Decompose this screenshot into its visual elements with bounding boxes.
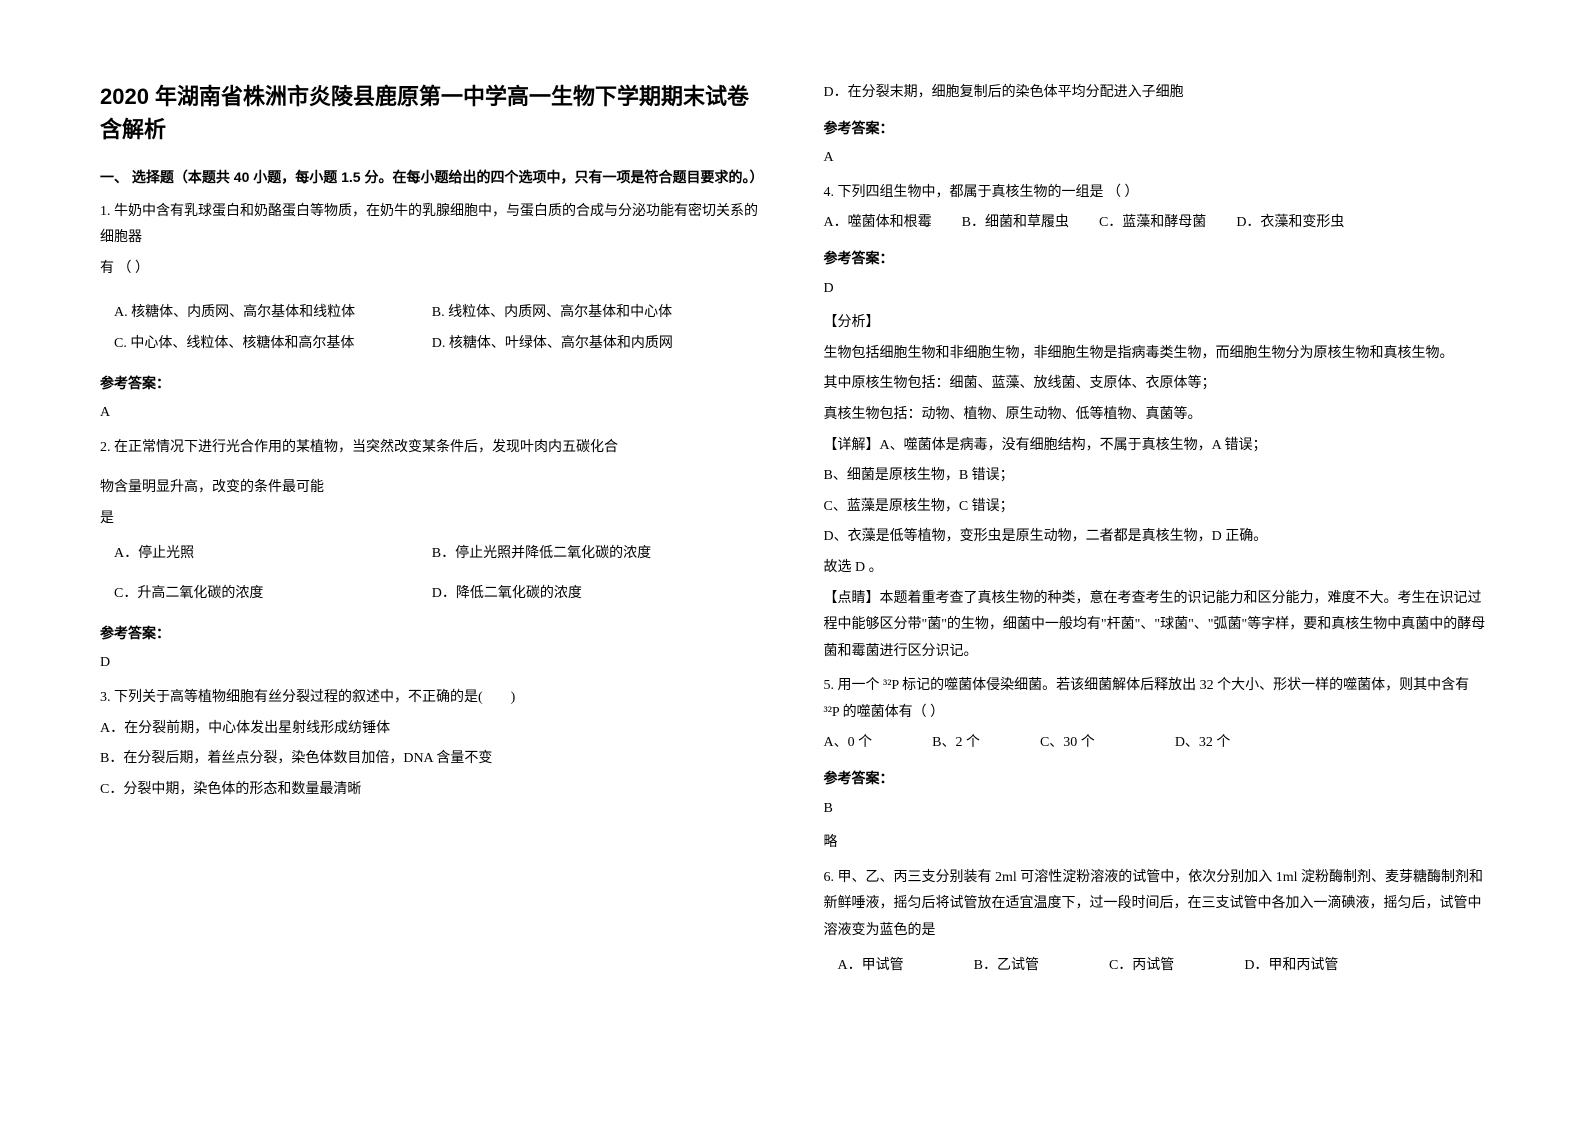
q1-option-a: A. 核糖体、内质网、高尔基体和线粒体 [100,300,432,327]
q3-option-a: A．在分裂前期，中心体发出星射线形成纺锤体 [100,716,764,743]
answer-label: 参考答案： [100,370,764,397]
answer-label: 参考答案： [824,765,1488,792]
q2-options-row2: C．升高二氧化碳的浓度 D．降低二氧化碳的浓度 [100,581,764,612]
spacer [100,290,764,300]
q6-stem: 6. 甲、乙、丙三支分别装有 2ml 可溶性淀粉溶液的试管中，依次分别加入 1m… [824,865,1488,945]
q2-stem-line2: 物含量明显升高，改变的条件最可能 [100,475,764,502]
q4-stem: 4. 下列四组生物中，都属于真核生物的一组是 （ ） [824,180,1488,207]
q4-detail-b: B、细菌是原核生物，B 错误； [824,463,1488,490]
q1-options: A. 核糖体、内质网、高尔基体和线粒体 B. 线粒体、内质网、高尔基体和中心体 [100,300,764,331]
q5-option-c: C、30 个 [1040,730,1095,757]
q4-analysis-2: 其中原核生物包括：细菌、蓝藻、放线菌、支原体、衣原体等； [824,371,1488,398]
q3-stem: 3. 下列关于高等植物细胞有丝分裂过程的叙述中，不正确的是( ) [100,685,764,712]
q4-analysis-label: 【分析】 [824,310,1488,337]
spacer [100,465,764,475]
q5-option-a: A、0 个 [824,730,873,757]
q5-option-b: B、2 个 [932,730,980,757]
q4-analysis-3: 真核生物包括：动物、植物、原生动物、低等植物、真菌等。 [824,402,1488,429]
q1-options-row2: C. 中心体、线粒体、核糖体和高尔基体 D. 核糖体、叶绿体、高尔基体和内质网 [100,331,764,362]
left-column: 2020 年湖南省株洲市炎陵县鹿原第一中学高一生物下学期期末试卷含解析 一、 选… [100,80,764,983]
q4-detail-label: 【详解】 [824,438,880,453]
q5-stem: 5. 用一个 ³²P 标记的噬菌体侵染细菌。若该细菌解体后释放出 32 个大小、… [824,673,1488,726]
q4-detail-a-text: A、噬菌体是病毒，没有细胞结构，不属于真核生物，A 错误； [880,438,1267,453]
q6-option-b: B．乙试管 [974,953,1039,980]
q4-option-d: D．衣藻和变形虫 [1236,210,1344,237]
q3-option-c: C．分裂中期，染色体的形态和数量最清晰 [100,777,764,804]
q2-answer: D [100,650,764,677]
right-column: D．在分裂末期，细胞复制后的染色体平均分配进入子细胞 参考答案： A 4. 下列… [824,80,1488,983]
q2-option-d: D．降低二氧化碳的浓度 [432,581,764,608]
q4-hint-label: 【点睛】 [824,591,880,606]
q4-option-a: A．噬菌体和根霉 [824,210,932,237]
q6-option-a: A．甲试管 [824,953,904,980]
q3-option-d: D．在分裂末期，细胞复制后的染色体平均分配进入子细胞 [824,80,1488,107]
q4-options: A．噬菌体和根霉 B．细菌和草履虫 C．蓝藻和酵母菌 D．衣藻和变形虫 [824,210,1488,237]
q2-option-a: A．停止光照 [100,541,432,568]
answer-label: 参考答案： [824,115,1488,142]
q2-option-b: B．停止光照并降低二氧化碳的浓度 [432,541,764,568]
answer-label: 参考答案： [824,245,1488,272]
q4-detail-d: D、衣藻是低等植物，变形虫是原生动物，二者都是真核生物，D 正确。 [824,524,1488,551]
q4-detail-a: 【详解】A、噬菌体是病毒，没有细胞结构，不属于真核生物，A 错误； [824,433,1488,460]
q1-option-b: B. 线粒体、内质网、高尔基体和中心体 [432,300,764,327]
q1-option-c: C. 中心体、线粒体、核糖体和高尔基体 [100,331,432,358]
q4-detail-e: 故选 D 。 [824,555,1488,582]
doc-title: 2020 年湖南省株洲市炎陵县鹿原第一中学高一生物下学期期末试卷含解析 [100,80,764,146]
q5-note: 略 [824,830,1488,857]
q3-option-b: B．在分裂后期，着丝点分裂，染色体数目加倍，DNA 含量不变 [100,746,764,773]
q2-options-row1: A．停止光照 B．停止光照并降低二氧化碳的浓度 [100,541,764,572]
q1-stem-line2: 有 （ ） [100,256,764,283]
q4-answer: D [824,276,1488,303]
q4-hint-text: 本题着重考查了真核生物的种类，意在考查考生的识记能力和区分能力，难度不大。考生在… [824,591,1486,659]
q5-options: A、0 个 B、2 个 C、30 个 D、32 个 [824,730,1488,757]
q3-answer: A [824,145,1488,172]
spacer [100,571,764,581]
q4-hint: 【点睛】本题着重考查了真核生物的种类，意在考查考生的识记能力和区分能力，难度不大… [824,586,1488,666]
q4-option-c: C．蓝藻和酵母菌 [1099,210,1206,237]
q6-options: A．甲试管 B．乙试管 C．丙试管 D．甲和丙试管 [824,953,1488,980]
q1-stem: 1. 牛奶中含有乳球蛋白和奶酪蛋白等物质，在奶牛的乳腺细胞中，与蛋白质的合成与分… [100,199,764,252]
q2-stem-line3: 是 [100,506,764,533]
q1-answer: A [100,400,764,427]
q5-answer: B [824,796,1488,823]
q1-option-d: D. 核糖体、叶绿体、高尔基体和内质网 [432,331,764,358]
answer-label: 参考答案： [100,620,764,647]
q6-option-c: C．丙试管 [1109,953,1174,980]
q4-analysis-1: 生物包括细胞生物和非细胞生物，非细胞生物是指病毒类生物，而细胞生物分为原核生物和… [824,341,1488,368]
q2-stem: 2. 在正常情况下进行光合作用的某植物，当突然改变某条件后，发现叶肉内五碳化合 [100,435,764,462]
q4-detail-c: C、蓝藻是原核生物，C 错误； [824,494,1488,521]
q2-option-c: C．升高二氧化碳的浓度 [100,581,432,608]
section-1-heading: 一、 选择题（本题共 40 小题，每小题 1.5 分。在每小题给出的四个选项中，… [100,164,764,191]
page-layout: 2020 年湖南省株洲市炎陵县鹿原第一中学高一生物下学期期末试卷含解析 一、 选… [100,80,1487,983]
q6-option-d: D．甲和丙试管 [1244,953,1338,980]
q5-option-d: D、32 个 [1175,730,1231,757]
q4-option-b: B．细菌和草履虫 [962,210,1069,237]
